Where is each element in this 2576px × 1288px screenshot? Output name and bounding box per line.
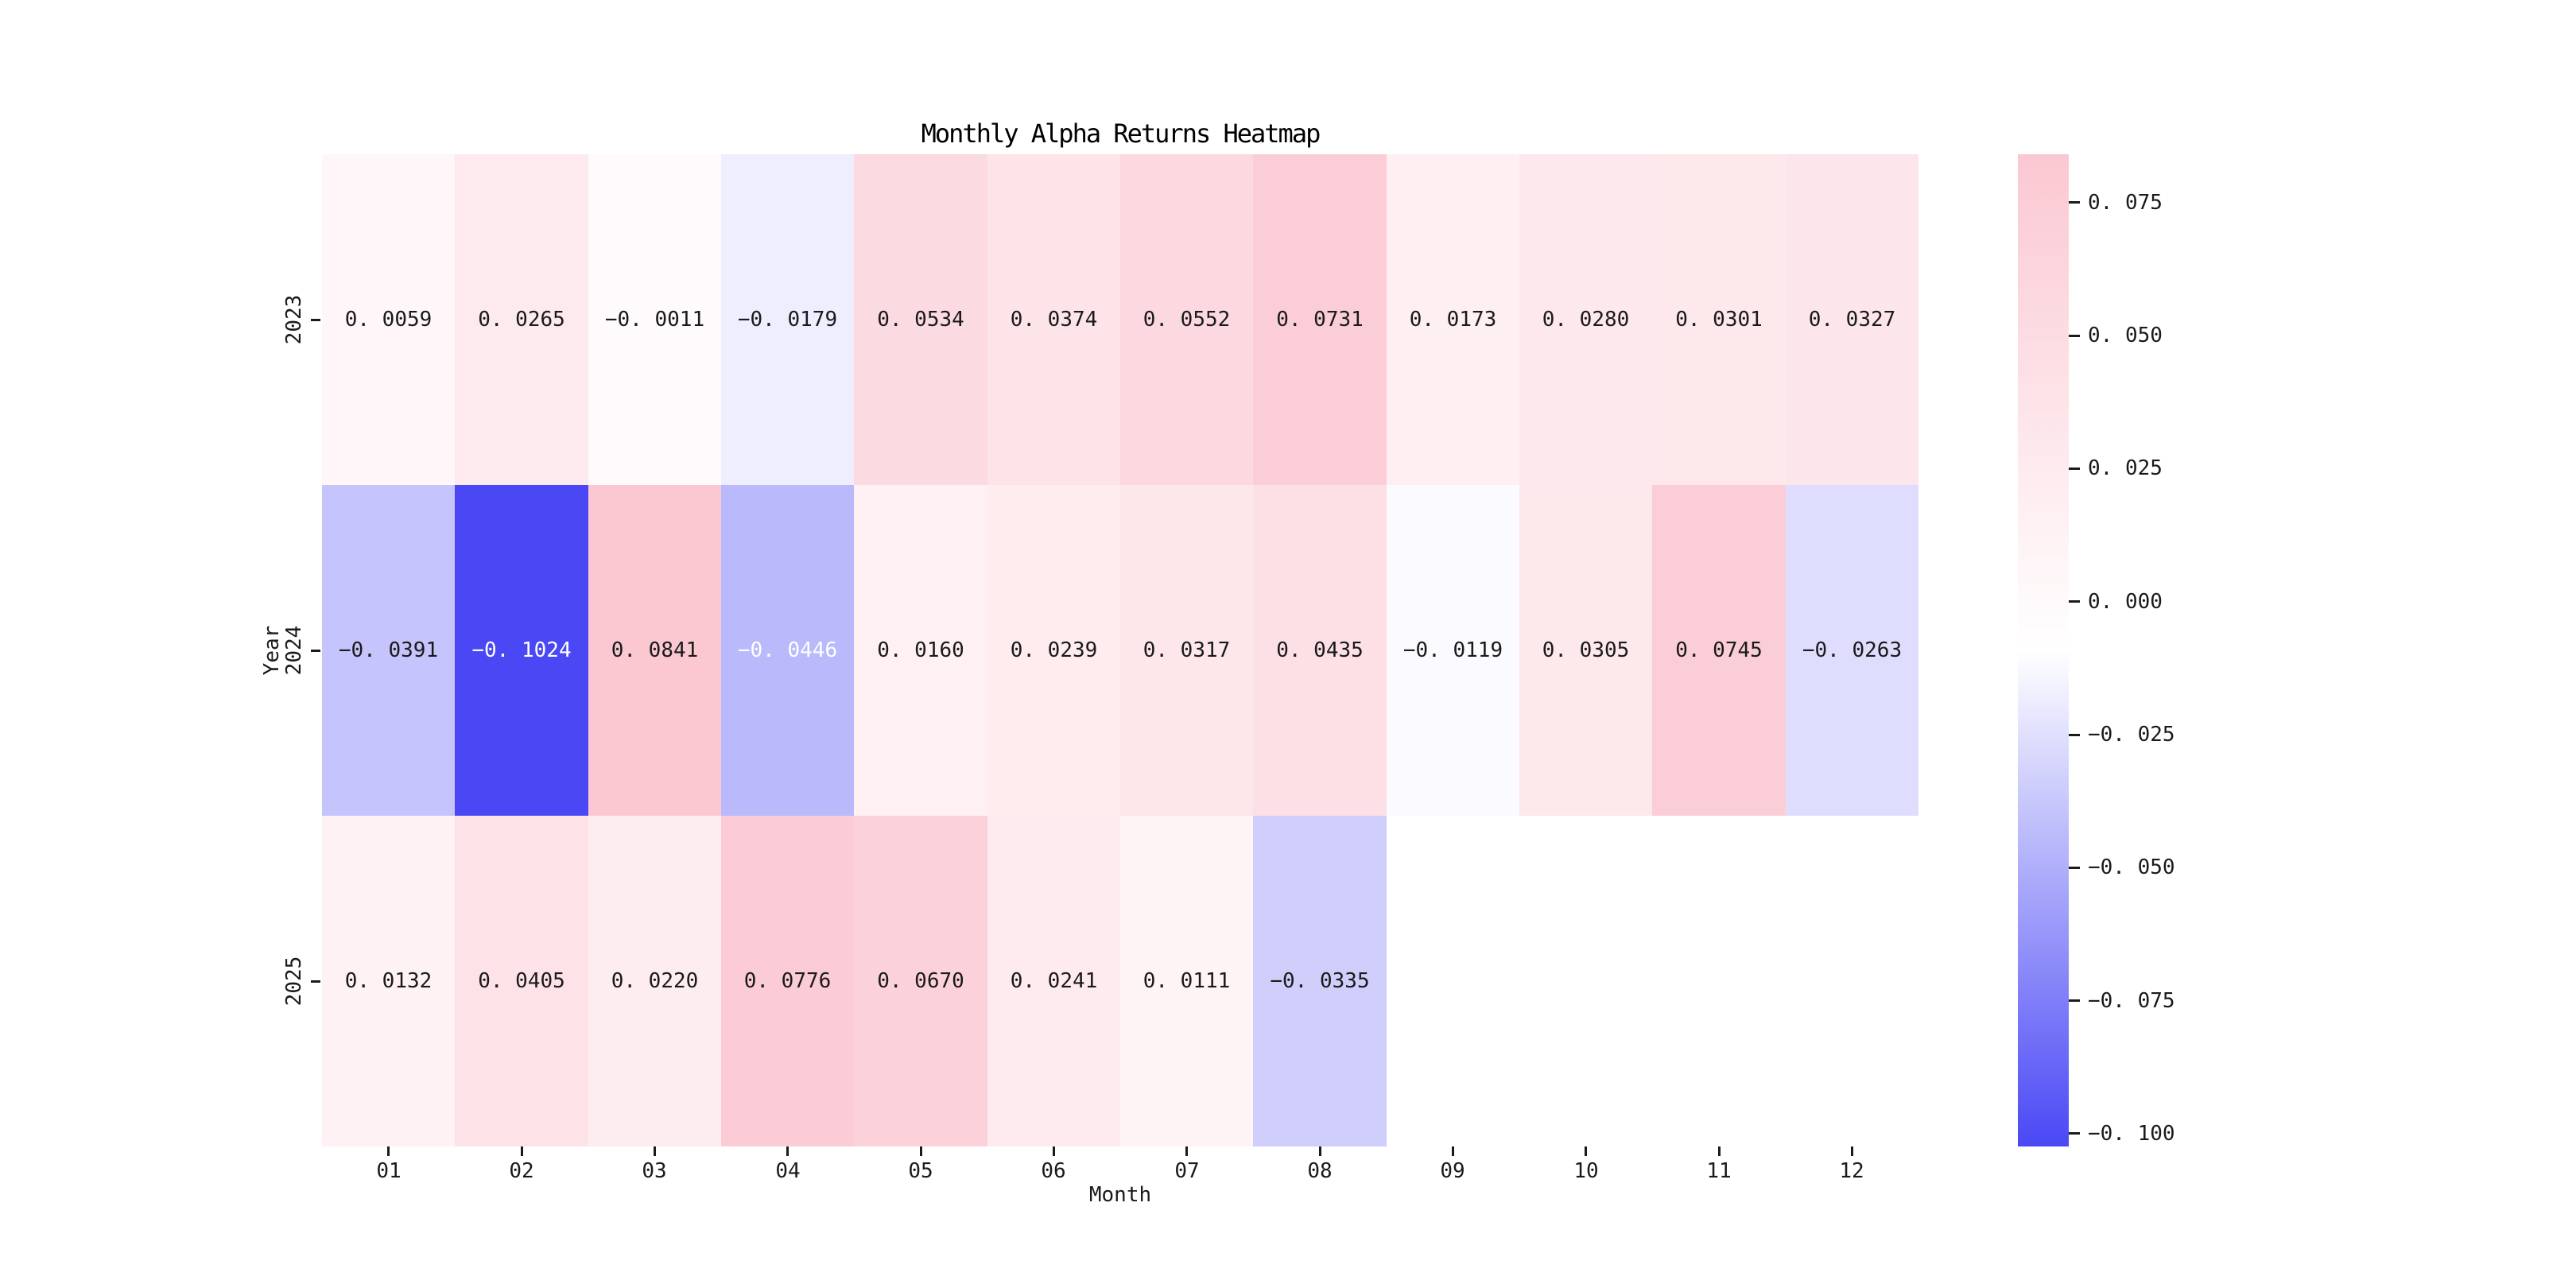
heatmap-cell-2024-10: 0. 0305 [1519, 485, 1652, 816]
heatmap-cell-2024-11: 0. 0745 [1652, 485, 1786, 816]
tick-mark [1319, 1146, 1321, 1156]
tick-mark [2069, 335, 2080, 337]
x-tick-label-07: 07 [1174, 1159, 1200, 1183]
heatmap-cell-2024-04: −0. 0446 [721, 485, 854, 816]
y-tick-label-2023: 2023 [282, 294, 306, 345]
heatmap-cell-2025-07: 0. 0111 [1120, 816, 1253, 1146]
tick-mark [521, 1146, 523, 1156]
x-tick-label-11: 11 [1706, 1159, 1732, 1183]
x-tick-label-06: 06 [1041, 1159, 1066, 1183]
chart-title: Monthly Alpha Returns Heatmap [921, 118, 1321, 149]
x-tick-label-01: 01 [376, 1159, 402, 1183]
heatmap-cell-2024-02: −0. 1024 [455, 485, 588, 816]
heatmap-cell-2023-02: 0. 0265 [455, 154, 588, 485]
heatmap-cell-2024-03: 0. 0841 [588, 485, 721, 816]
tick-mark [387, 1146, 390, 1156]
y-tick-label-2025: 2025 [282, 956, 306, 1007]
heatmap-cell-2025-02: 0. 0405 [455, 816, 588, 1146]
tick-mark [920, 1146, 922, 1156]
tick-mark [1053, 1146, 1055, 1156]
tick-mark [311, 980, 320, 983]
tick-mark [2069, 1132, 2080, 1135]
y-tick-label-2024: 2024 [282, 625, 306, 676]
colorbar-tick-label: 0. 075 [2088, 191, 2163, 215]
colorbar-tick-label: 0. 050 [2088, 324, 2163, 347]
heatmap-cell-2023-01: 0. 0059 [322, 154, 455, 485]
colorbar-tick-label: −0. 025 [2088, 723, 2175, 747]
x-tick-label-09: 09 [1440, 1159, 1465, 1183]
heatmap-cell-2025-04: 0. 0776 [721, 816, 854, 1146]
x-tick-label-02: 02 [509, 1159, 534, 1183]
heatmap-cell-2025-01: 0. 0132 [322, 816, 455, 1146]
heatmap-cell-2023-12: 0. 0327 [1786, 154, 1918, 485]
heatmap-cell-2025-08: −0. 0335 [1253, 816, 1387, 1146]
colorbar-tick-label: 0. 025 [2088, 456, 2163, 480]
tick-mark [786, 1146, 789, 1156]
heatmap-cell-2023-05: 0. 0534 [854, 154, 987, 485]
heatmap-cell-2025-05: 0. 0670 [854, 816, 987, 1146]
tick-mark [311, 319, 320, 321]
tick-mark [2069, 201, 2080, 204]
tick-mark [1585, 1146, 1587, 1156]
x-tick-label-04: 04 [775, 1159, 801, 1183]
tick-mark [2069, 867, 2080, 869]
x-axis-label: Month [1088, 1183, 1152, 1207]
tick-mark [654, 1146, 656, 1156]
heatmap-cell-2024-06: 0. 0239 [987, 485, 1120, 816]
heatmap-cell-2023-03: −0. 0011 [588, 154, 721, 485]
tick-mark [2069, 467, 2080, 470]
tick-mark [2069, 734, 2080, 736]
colorbar-tick-label: −0. 050 [2088, 855, 2175, 879]
heatmap-cell-2023-10: 0. 0280 [1519, 154, 1652, 485]
tick-mark [1851, 1146, 1853, 1156]
heatmap-cell-2024-05: 0. 0160 [854, 485, 987, 816]
tick-mark [1452, 1146, 1454, 1156]
colorbar [2018, 154, 2069, 1146]
heatmap-cell-2023-06: 0. 0374 [987, 154, 1120, 485]
colorbar-tick-label: −0. 075 [2088, 989, 2175, 1013]
heatmap-cell-2025-06: 0. 0241 [987, 816, 1120, 1146]
tick-mark [1718, 1146, 1721, 1156]
heatmap-cell-2023-07: 0. 0552 [1120, 154, 1253, 485]
tick-mark [2069, 999, 2080, 1002]
x-tick-label-08: 08 [1307, 1159, 1333, 1183]
colorbar-tick-label: 0. 000 [2088, 590, 2163, 614]
tick-mark [311, 650, 320, 652]
heatmap-plot-area: 0. 0059 0. 0265 −0. 0011 −0. 0179 0. 0534 0. … [322, 154, 1918, 1146]
heatmap-cell-2024-01: −0. 0391 [322, 485, 455, 816]
x-tick-label-03: 03 [642, 1159, 667, 1183]
heatmap-cell-2024-09: −0. 0119 [1387, 485, 1519, 816]
tick-mark [1185, 1146, 1188, 1156]
x-tick-label-05: 05 [908, 1159, 933, 1183]
heatmap-cell-2024-08: 0. 0435 [1253, 485, 1387, 816]
heatmap-cell-2024-12: −0. 0263 [1786, 485, 1918, 816]
heatmap-cell-2025-03: 0. 0220 [588, 816, 721, 1146]
heatmap-cell-2024-07: 0. 0317 [1120, 485, 1253, 816]
colorbar-tick-label: −0. 100 [2088, 1122, 2175, 1146]
x-tick-label-10: 10 [1573, 1159, 1599, 1183]
heatmap-cell-2023-09: 0. 0173 [1387, 154, 1519, 485]
tick-mark [2069, 600, 2080, 603]
heatmap-cell-2023-08: 0. 0731 [1253, 154, 1387, 485]
x-tick-label-12: 12 [1839, 1159, 1864, 1183]
heatmap-cell-2023-11: 0. 0301 [1652, 154, 1786, 485]
heatmap-cell-2023-04: −0. 0179 [721, 154, 854, 485]
